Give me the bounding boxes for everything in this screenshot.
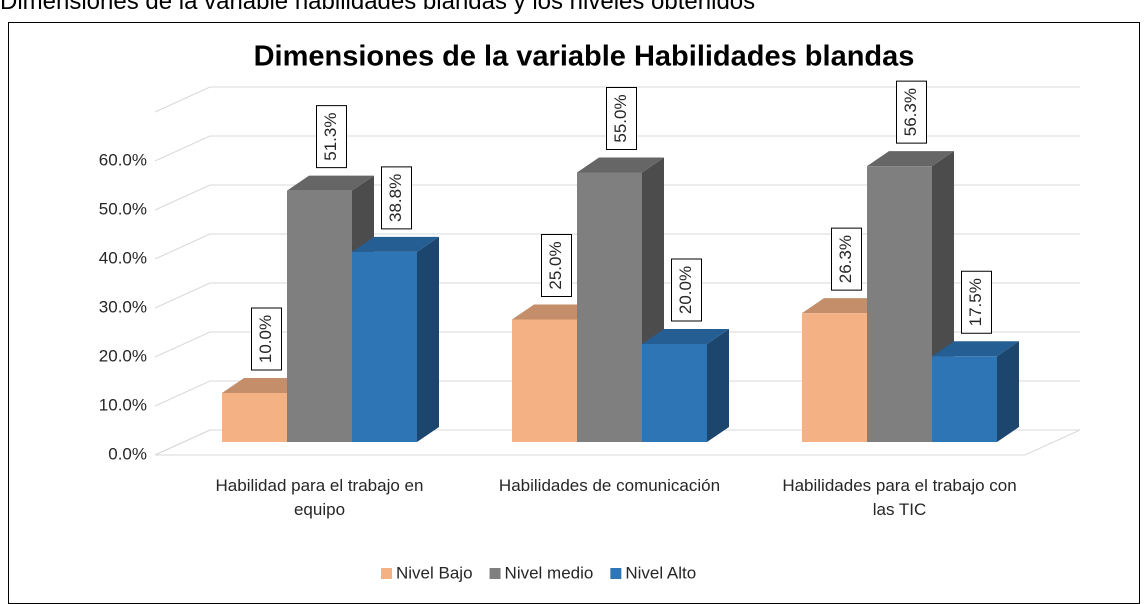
bar-front (932, 356, 997, 442)
bar-side (997, 341, 1019, 442)
value-label-box (606, 87, 637, 150)
grid-line (154, 331, 211, 358)
x-tick-label: Habilidad para el trabajo en equipo (215, 476, 424, 519)
value-label: 55.0% (611, 94, 630, 142)
y-tick-label: 30.0% (99, 297, 147, 316)
legend-swatch (381, 568, 392, 579)
grid-line (154, 135, 211, 162)
value-label: 38.8% (386, 174, 405, 222)
bar-top (287, 175, 374, 191)
value-label: 17.5% (966, 278, 985, 326)
grid-line (154, 233, 211, 260)
bar-front (352, 251, 417, 442)
legend-label: Nivel medio (505, 563, 594, 582)
y-tick-label: 50.0% (99, 199, 147, 218)
value-label: 51.3% (321, 113, 340, 161)
chart-title: Dimensiones de la variable Habilidades b… (254, 41, 915, 73)
bar-side (707, 329, 729, 442)
grid-line (154, 282, 211, 309)
legend-swatch (489, 568, 501, 579)
legend-swatch (610, 568, 622, 579)
y-tick-label: 20.0% (99, 346, 147, 365)
caption: Dimensiones de la variable habilidades b… (0, 0, 756, 15)
grid-line (154, 380, 211, 407)
legend-label: Nivel Bajo (396, 563, 473, 582)
bar (577, 157, 664, 442)
value-label: 25.0% (546, 241, 565, 289)
bar-top (352, 236, 439, 252)
bar-front (642, 344, 707, 442)
x-tick-label: Habilidades de comunicación (498, 476, 721, 495)
value-label: 20.0% (676, 266, 695, 314)
value-label: 10.0% (256, 315, 275, 363)
bar-top (577, 157, 664, 173)
y-tick-label: 60.0% (99, 150, 147, 169)
bar-front (222, 393, 287, 442)
x-tick-label: Habilidades para el trabajo con las TIC (782, 476, 1017, 519)
y-tick-label: 0.0% (108, 444, 147, 463)
value-label-box (381, 166, 412, 230)
value-label-box (541, 234, 572, 297)
value-label-box (831, 227, 862, 291)
bar-top (867, 151, 954, 167)
bar-front (287, 190, 352, 442)
legend-label: Nivel Alto (625, 563, 696, 582)
y-tick-label: 40.0% (99, 248, 147, 267)
bar-top (642, 329, 729, 344)
bar (352, 236, 439, 442)
bar-top (932, 341, 1019, 357)
bar (932, 341, 1019, 442)
value-label-box (896, 80, 927, 144)
bar-front (512, 319, 577, 442)
bar (642, 329, 729, 442)
value-label: 56.3% (901, 88, 920, 136)
y-tick-label: 10.0% (99, 395, 147, 414)
bar-front (867, 166, 932, 442)
value-label-box (961, 270, 992, 334)
value-label-box (671, 258, 702, 322)
value-label-box (316, 105, 347, 169)
value-label-box (251, 307, 282, 371)
value-label: 26.3% (836, 235, 855, 283)
bar-side (417, 236, 439, 442)
grid-line (154, 429, 211, 456)
grid-line (154, 184, 211, 211)
grid-line (154, 86, 211, 113)
bar-front (577, 172, 642, 442)
bar-front (802, 313, 867, 442)
